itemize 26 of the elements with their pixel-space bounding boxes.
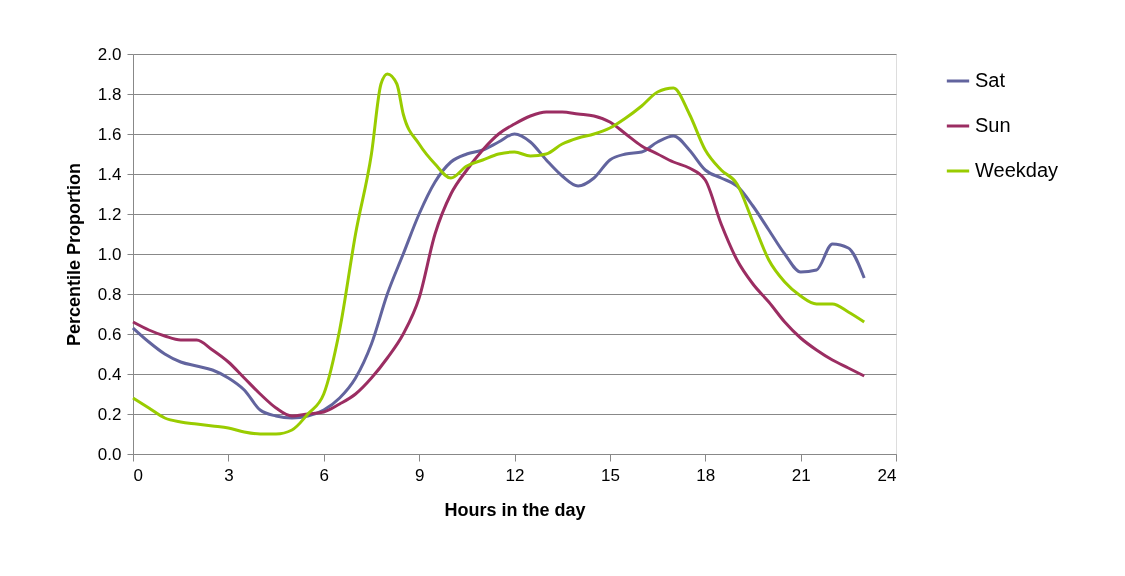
y-tick-label: 1.8 — [97, 84, 122, 104]
x-tick-label: 6 — [319, 465, 329, 485]
legend-label: Sat — [975, 69, 1006, 91]
y-tick-label: 0.2 — [97, 404, 122, 424]
line-series — [131, 72, 866, 436]
x-tick-label: 9 — [414, 465, 425, 485]
y-tick-label: 0.6 — [97, 324, 122, 344]
x-tick-label: 15 — [600, 465, 620, 485]
x-tick-label: 12 — [505, 465, 525, 485]
y-tick-label: 1.0 — [97, 244, 122, 264]
y-tick-label: 0.4 — [97, 364, 122, 384]
x-tick-label: 18 — [696, 465, 716, 485]
y-tick-label: 1.4 — [97, 164, 122, 184]
x-tick-label: 24 — [877, 465, 897, 485]
x-axis-title: Hours in the day — [444, 499, 586, 520]
x-tick-label: 0 — [133, 465, 143, 485]
y-tick-label: 1.6 — [97, 124, 122, 144]
legend-label: Sun — [975, 114, 1011, 136]
y-tick-label: 0.8 — [97, 284, 122, 304]
legend-label: Weekday — [975, 159, 1059, 181]
y-tick-label: 0.0 — [97, 444, 122, 464]
y-tick-label: 1.2 — [97, 204, 122, 224]
x-tick-label: 21 — [791, 465, 811, 485]
y-axis-title: Percentile Proportion — [63, 162, 84, 347]
y-tick-label: 2.0 — [97, 44, 122, 64]
x-tick-label: 3 — [224, 465, 234, 485]
